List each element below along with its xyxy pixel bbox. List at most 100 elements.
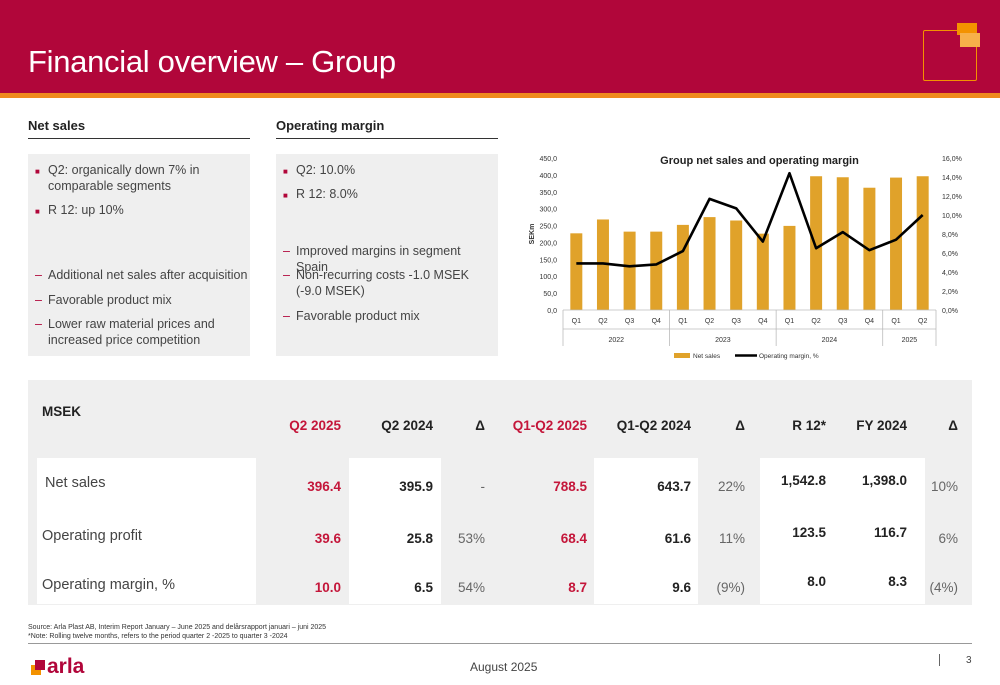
cell-net-sales-r12: 1,542.8 bbox=[780, 473, 826, 488]
y-tick-label: 450,0 bbox=[539, 156, 557, 163]
y-tick-label: 200,0 bbox=[539, 240, 557, 247]
cell-operating-profit-q2-2024: 25.8 bbox=[406, 531, 433, 546]
x-tick-label: Q3 bbox=[732, 318, 741, 325]
x-tick-label: Q4 bbox=[758, 318, 767, 325]
x-tick-label: Q1 bbox=[785, 318, 794, 325]
cell-operating-margin-q1q2-2025: 8.7 bbox=[568, 580, 587, 595]
net-sales-dash-1: – Additional net sales after acquisition bbox=[35, 268, 248, 282]
bar-net-sales bbox=[783, 225, 796, 310]
page-number: 3 bbox=[966, 655, 972, 666]
cell-operating-profit-fy-2024: 116.7 bbox=[873, 525, 907, 540]
y2-tick-label: 12,0% bbox=[942, 194, 962, 201]
bar-net-sales bbox=[570, 233, 583, 310]
cell-net-sales-q1q2-2024: 643.7 bbox=[657, 479, 691, 494]
y-tick-label: 350,0 bbox=[539, 190, 557, 197]
header-q1q2-2024: Q1-Q2 2024 bbox=[616, 418, 691, 433]
cell-operating-profit-r12: 123.5 bbox=[792, 525, 826, 540]
header-r12: R 12* bbox=[792, 418, 826, 433]
x-tick-label: Q4 bbox=[652, 318, 661, 325]
header-bar bbox=[0, 0, 1000, 93]
op-margin-bullet-2: ■ R 12: 8.0% bbox=[283, 187, 358, 201]
cell-net-sales-delta-year: 10% bbox=[930, 479, 958, 494]
cell-operating-margin-delta-half: (9%) bbox=[716, 580, 745, 595]
y-tick-label: 300,0 bbox=[539, 207, 557, 214]
x-tick-label: Q1 bbox=[572, 318, 581, 325]
net-sales-heading: Net sales bbox=[28, 118, 250, 139]
bar-net-sales bbox=[676, 224, 689, 310]
legend-swatch-net-sales bbox=[674, 353, 690, 358]
r12-fy-block bbox=[760, 458, 925, 604]
legend-label-net-sales: Net sales bbox=[693, 353, 721, 360]
y2-tick-label: 8,0% bbox=[942, 232, 958, 239]
header-q1q2-2025: Q1-Q2 2025 bbox=[512, 418, 587, 433]
net-sales-bullet-1: ■ Q2: organically down 7% in comparable s… bbox=[35, 163, 200, 193]
header-q2-2025: Q2 2025 bbox=[289, 418, 341, 433]
y2-tick-label: 4,0% bbox=[942, 270, 958, 277]
net-sales-panel: ■ Q2: organically down 7% in comparable s… bbox=[28, 154, 250, 356]
page-title: Financial overview – Group bbox=[28, 44, 396, 79]
header-delta-year: Δ bbox=[948, 418, 958, 433]
bar-net-sales bbox=[703, 217, 716, 310]
cell-operating-margin-q2-2025: 10.0 bbox=[314, 580, 341, 595]
y-tick-label: 0,0 bbox=[547, 308, 557, 315]
op-margin-dash-1: – Improved margins in segment Spain bbox=[283, 244, 461, 274]
x-tick-label: Q1 bbox=[891, 318, 900, 325]
line-operating-margin bbox=[576, 171, 924, 268]
row-label-net-sales: Net sales bbox=[45, 475, 106, 491]
corner-logo-icon bbox=[923, 23, 980, 81]
cell-operating-profit-delta-quarter: 53% bbox=[457, 531, 485, 546]
row-label-block bbox=[37, 458, 256, 604]
cell-net-sales-q1q2-2025: 788.5 bbox=[553, 479, 587, 494]
footer-date: August 2025 bbox=[470, 660, 538, 674]
source-footnote: Source: Arla Plast AB, Interim Report Ja… bbox=[28, 624, 327, 631]
rolling-note-footnote: *Note: Rolling twelve months, refers to … bbox=[28, 633, 288, 640]
y-tick-label: 100,0 bbox=[539, 274, 557, 281]
header-fy-2024: FY 2024 bbox=[856, 418, 907, 433]
bar-net-sales bbox=[623, 231, 636, 310]
bar-net-sales bbox=[916, 176, 929, 310]
y2-tick-label: 16,0% bbox=[942, 156, 962, 163]
bar-net-sales bbox=[810, 176, 823, 310]
cell-operating-margin-delta-year: (4%) bbox=[929, 580, 958, 595]
page-number-divider bbox=[939, 654, 940, 666]
y-tick-label: 250,0 bbox=[539, 224, 557, 231]
table-unit-label: MSEK bbox=[42, 404, 82, 419]
cell-operating-profit-q2-2025: 39.6 bbox=[314, 531, 341, 546]
x-tick-label: Q3 bbox=[838, 318, 847, 325]
net-sales-bullet-2: ■ R 12: up 10% bbox=[35, 203, 124, 217]
cell-net-sales-delta-quarter: - bbox=[480, 479, 486, 494]
op-margin-bullet-1: ■ Q2: 10.0% bbox=[283, 163, 356, 177]
x-tick-label: Q2 bbox=[598, 318, 607, 325]
operating-margin-heading: Operating margin bbox=[276, 118, 498, 139]
x-tick-label: Q2 bbox=[811, 318, 820, 325]
cell-operating-margin-q2-2024: 6.5 bbox=[414, 580, 433, 595]
legend-label-operating-margin: Operating margin, % bbox=[759, 353, 819, 360]
x-tick-label: Q2 bbox=[705, 318, 714, 325]
footer-divider bbox=[28, 643, 972, 644]
cell-operating-profit-q1q2-2025: 68.4 bbox=[560, 531, 587, 546]
y-tick-label: 400,0 bbox=[539, 173, 557, 180]
bar-net-sales bbox=[756, 233, 769, 310]
q2-2024-block bbox=[349, 458, 441, 604]
bar-net-sales bbox=[730, 220, 743, 310]
header-q2-2024: Q2 2024 bbox=[381, 418, 433, 433]
cell-operating-profit-delta-year: 6% bbox=[938, 531, 958, 546]
cell-operating-margin-delta-quarter: 54% bbox=[457, 580, 485, 595]
header-accent-line bbox=[0, 93, 1000, 98]
cell-operating-profit-q1q2-2024: 61.6 bbox=[664, 531, 691, 546]
year-label: 2022 bbox=[608, 337, 624, 344]
cell-operating-margin-fy-2024: 8.3 bbox=[888, 574, 907, 589]
net-sales-dash-2: – Favorable product mix bbox=[35, 293, 172, 307]
y-tick-label: 150,0 bbox=[539, 257, 557, 264]
cell-operating-margin-q1q2-2024: 9.6 bbox=[672, 580, 691, 595]
net-sales-dash-3: – Lower raw material prices and increased… bbox=[35, 317, 215, 347]
bar-net-sales bbox=[836, 177, 849, 310]
cell-net-sales-fy-2024: 1,398.0 bbox=[861, 473, 907, 488]
cell-operating-profit-delta-half: 11% bbox=[718, 531, 745, 546]
row-label-operating-margin: Operating margin, % bbox=[42, 577, 175, 593]
x-tick-label: Q1 bbox=[678, 318, 687, 325]
header-delta-quarter: Δ bbox=[475, 418, 485, 433]
group-chart: Group net sales and operating margin 0,0 5… bbox=[520, 148, 990, 370]
cell-net-sales-q2-2025: 396.4 bbox=[307, 479, 341, 494]
q1q2-2024-block bbox=[594, 458, 698, 604]
